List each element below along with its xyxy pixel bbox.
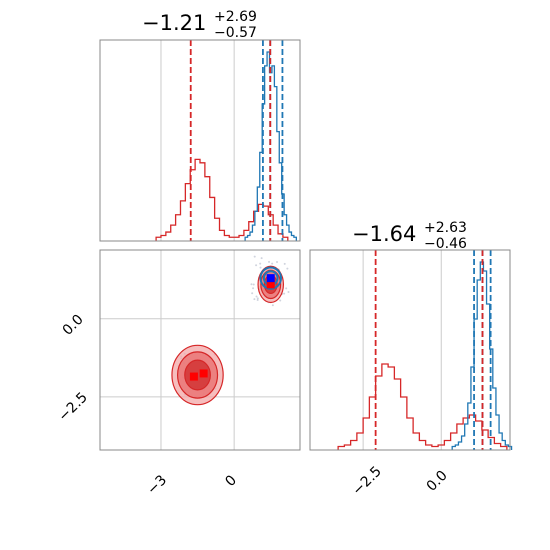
title-median: −1.21 [142, 11, 206, 35]
histogram-step [337, 363, 508, 450]
marginal-y-panel [309, 249, 513, 451]
scatter-point [271, 262, 274, 265]
scatter-point [275, 260, 278, 263]
marginal-x-title: −1.21 +2.69 −0.57 [142, 9, 257, 41]
scatter-point [285, 287, 288, 290]
scatter-point [286, 267, 289, 270]
panel-frame [309, 249, 511, 451]
joint-y-ticks: 0.0 −2.5 [55, 312, 90, 425]
title-plus: +2.69 [214, 9, 257, 25]
scatter-point [256, 297, 259, 300]
marginal-y-title: −1.64 +2.63 −0.46 [352, 220, 467, 252]
histogram-step [155, 158, 289, 241]
panel-frame [99, 249, 301, 451]
scatter-point [253, 255, 256, 258]
scatter-point [256, 298, 259, 301]
marker [266, 274, 275, 283]
y-tick-label: −2.5 [55, 389, 90, 424]
joint-x-ticks: −3 0 [144, 472, 240, 498]
title-minus: −0.57 [214, 25, 257, 41]
scatter-point [259, 266, 262, 269]
title-minus: −0.46 [424, 236, 467, 252]
scatter-point [283, 292, 286, 295]
scatter-point [250, 283, 253, 286]
marginal-x-panel [99, 39, 301, 242]
scatter-point [251, 292, 254, 295]
x-tick-label: −3 [144, 472, 170, 498]
marker [189, 372, 198, 381]
joint-panel [99, 249, 301, 451]
scatter-point [271, 304, 274, 307]
title-median: −1.64 [352, 222, 416, 246]
scatter-point [255, 264, 258, 267]
marker [266, 280, 275, 289]
scatter-point [268, 260, 271, 263]
scatter-point [260, 257, 263, 260]
x-tick-label: 0 [222, 472, 240, 490]
scatter-point [283, 262, 286, 265]
scatter-point [259, 262, 262, 265]
y-tick-label: 0.0 [60, 312, 87, 339]
x-tick-label: 0.0 [424, 468, 451, 495]
scatter-point [287, 291, 290, 294]
scatter-point [252, 283, 255, 286]
x-tick-label: −2.5 [349, 463, 384, 498]
marginal-y-x-ticks: −2.5 0.0 [349, 463, 450, 498]
density-contour [259, 266, 282, 290]
scatter-point [279, 299, 282, 302]
scatter-point [252, 287, 255, 290]
scatter-point [255, 295, 258, 298]
title-plus: +2.63 [424, 220, 467, 236]
panel-frame [99, 39, 301, 242]
marker [199, 369, 208, 378]
scatter-point [253, 298, 256, 301]
